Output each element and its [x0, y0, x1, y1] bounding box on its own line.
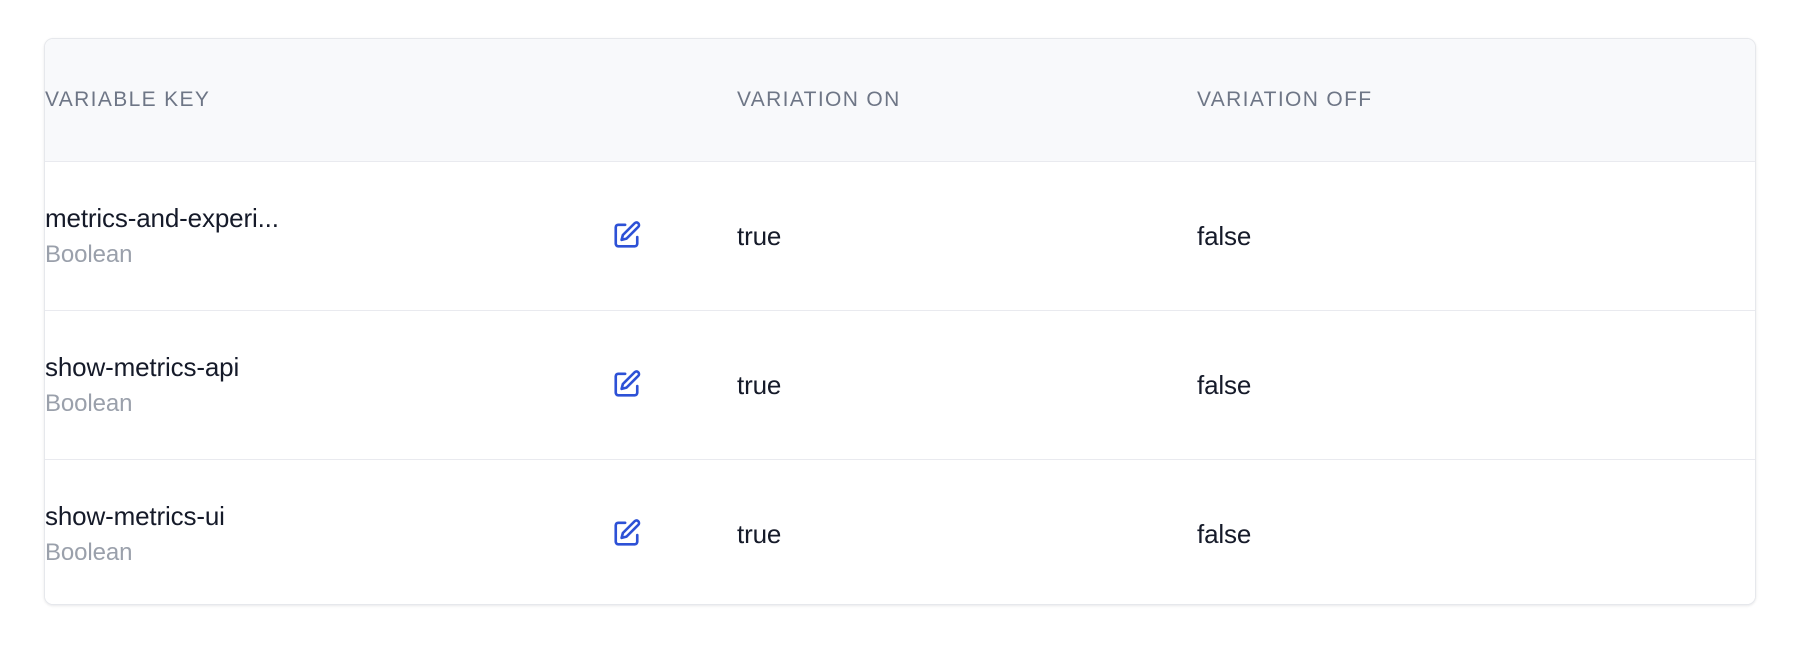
variable-type-label: Boolean	[45, 240, 133, 268]
variable-key-label: metrics-and-experi...	[45, 203, 279, 233]
edit-variable-button[interactable]	[610, 218, 644, 252]
variable-type-label: Boolean	[45, 538, 133, 566]
variables-table-card: VARIABLE KEY VARIATION ON VARIATION OFF …	[44, 38, 1756, 605]
cell-variation-on: true	[737, 310, 1197, 460]
column-header-edit	[597, 39, 737, 162]
cell-edit-action	[597, 459, 737, 604]
edit-pencil-square-icon	[612, 518, 642, 548]
column-header-variable-key: VARIABLE KEY	[45, 39, 597, 162]
cell-variable-key: metrics-and-experi... Boolean	[45, 161, 597, 311]
cell-variation-off: false	[1197, 310, 1755, 460]
cell-edit-action	[597, 161, 737, 311]
cell-variation-off: false	[1197, 459, 1755, 604]
column-header-variation-off: VARIATION OFF	[1197, 39, 1755, 162]
edit-pencil-square-icon	[612, 369, 642, 399]
variable-type-label: Boolean	[45, 389, 133, 417]
table-row[interactable]: show-metrics-api Boolean	[45, 310, 1755, 460]
cell-variation-on: true	[737, 459, 1197, 604]
cell-edit-action	[597, 310, 737, 460]
cell-variable-key: show-metrics-ui Boolean	[45, 459, 597, 604]
cell-variation-on: true	[737, 161, 1197, 311]
column-header-variation-on: VARIATION ON	[737, 39, 1197, 162]
cell-variation-off: false	[1197, 161, 1755, 311]
edit-variable-button[interactable]	[610, 516, 644, 550]
table-header-row: VARIABLE KEY VARIATION ON VARIATION OFF	[45, 39, 1755, 162]
table-body: metrics-and-experi... Boolean	[45, 161, 1755, 604]
variable-key-label: show-metrics-ui	[45, 501, 225, 532]
table-row[interactable]: show-metrics-ui Boolean	[45, 459, 1755, 604]
variables-table: VARIABLE KEY VARIATION ON VARIATION OFF …	[45, 39, 1755, 604]
edit-pencil-square-icon	[612, 220, 642, 250]
edit-variable-button[interactable]	[610, 367, 644, 401]
table-row[interactable]: metrics-and-experi... Boolean	[45, 161, 1755, 311]
variable-key-label: show-metrics-api	[45, 352, 240, 382]
table-header: VARIABLE KEY VARIATION ON VARIATION OFF	[45, 39, 1755, 162]
cell-variable-key: show-metrics-api Boolean	[45, 310, 597, 460]
